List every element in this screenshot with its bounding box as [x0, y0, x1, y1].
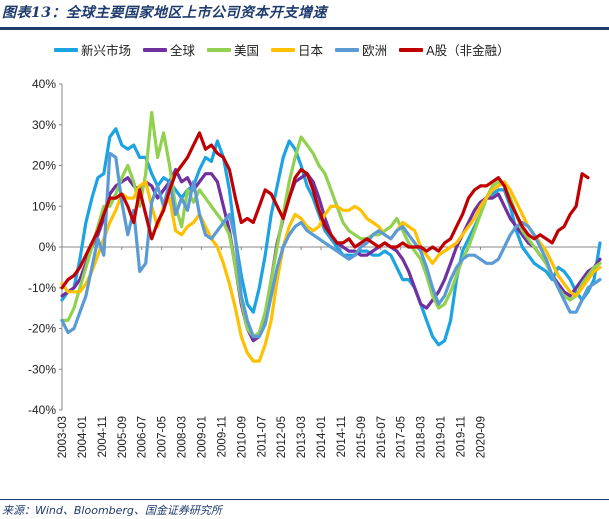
legend-item-0: 新兴市场	[54, 40, 131, 59]
y-tick-label: 30%	[32, 118, 56, 132]
source-text: 来源：Wind、Bloomberg、国金证券研究所	[2, 504, 222, 517]
x-tick-label: 2009-11	[216, 416, 228, 457]
x-tick-label: 2020-09	[475, 416, 487, 458]
series-line-0	[60, 127, 602, 347]
legend-item-3: 日本	[271, 40, 323, 59]
legend-label: A股（非金融）	[426, 43, 510, 58]
x-tick-label: 2013-03	[296, 416, 308, 458]
legend-swatch	[271, 47, 296, 52]
x-tick-label: 2006-07	[137, 416, 149, 458]
legend-item-4: 欧洲	[335, 40, 387, 59]
y-tick-label: 0%	[39, 240, 57, 254]
legend-swatch	[399, 47, 424, 52]
chart-legend: 新兴市场 全球 美国 日本 欧洲 A股（非金融）	[54, 40, 604, 60]
x-tick-label: 2010-09	[236, 416, 248, 458]
footer-divider	[0, 499, 609, 500]
x-tick-label: 2008-03	[177, 416, 189, 458]
legend-label: 新兴市场	[81, 43, 132, 58]
figure-title: 图表13：全球主要国家地区上市公司资本开支增速	[2, 5, 327, 21]
x-tick-label: 2017-05	[396, 416, 408, 458]
x-tick-label: 2004-11	[97, 416, 109, 457]
x-tick-label: 2014-01	[316, 416, 328, 458]
title-divider	[0, 27, 609, 30]
legend-item-5: A股（非金融）	[399, 40, 510, 59]
x-tick-label: 2019-01	[436, 416, 448, 458]
x-tick-label: 2018-03	[416, 416, 428, 458]
y-tick-label: -30%	[28, 362, 56, 376]
y-tick-label: -10%	[28, 281, 56, 295]
legend-label: 欧洲	[362, 43, 388, 58]
y-tick-label: 40%	[32, 77, 56, 91]
series-line-4	[60, 151, 602, 339]
legend-item-2: 美国	[207, 40, 259, 59]
x-tick-label: 2014-11	[336, 416, 348, 457]
x-tick-label: 2016-07	[376, 416, 388, 458]
y-tick-label: 20%	[32, 159, 56, 173]
source-note: 来源：Wind、Bloomberg、国金证券研究所	[2, 502, 602, 518]
legend-swatch	[143, 47, 168, 52]
x-tick-label: 2015-09	[356, 416, 368, 458]
legend-swatch	[335, 47, 360, 52]
legend-swatch	[54, 47, 78, 52]
x-tick-label: 2003-03	[57, 416, 69, 458]
legend-swatch	[207, 47, 232, 52]
legend-label: 全球	[170, 43, 196, 58]
x-tick-label: 2011-07	[256, 416, 268, 457]
x-tick-label: 2005-09	[117, 416, 129, 458]
x-tick-label: 2012-05	[276, 416, 288, 458]
line-chart: -40% -30% -20% -10% 0% 10% 20% 30% 40% 2003-03 200…	[28, 77, 602, 458]
x-tick-label: 2019-11	[456, 416, 468, 457]
x-tick-label: 2007-05	[157, 416, 169, 458]
legend-item-1: 全球	[143, 40, 195, 59]
y-tick-label: -20%	[28, 322, 56, 336]
legend-label: 日本	[298, 43, 324, 58]
x-tick-label: 2004-01	[77, 416, 89, 458]
x-tick-label: 2009-01	[196, 416, 208, 458]
y-tick-label: -40%	[28, 403, 56, 417]
series-line-5	[60, 131, 590, 290]
legend-label: 美国	[234, 43, 260, 58]
y-tick-label: 10%	[32, 199, 56, 213]
